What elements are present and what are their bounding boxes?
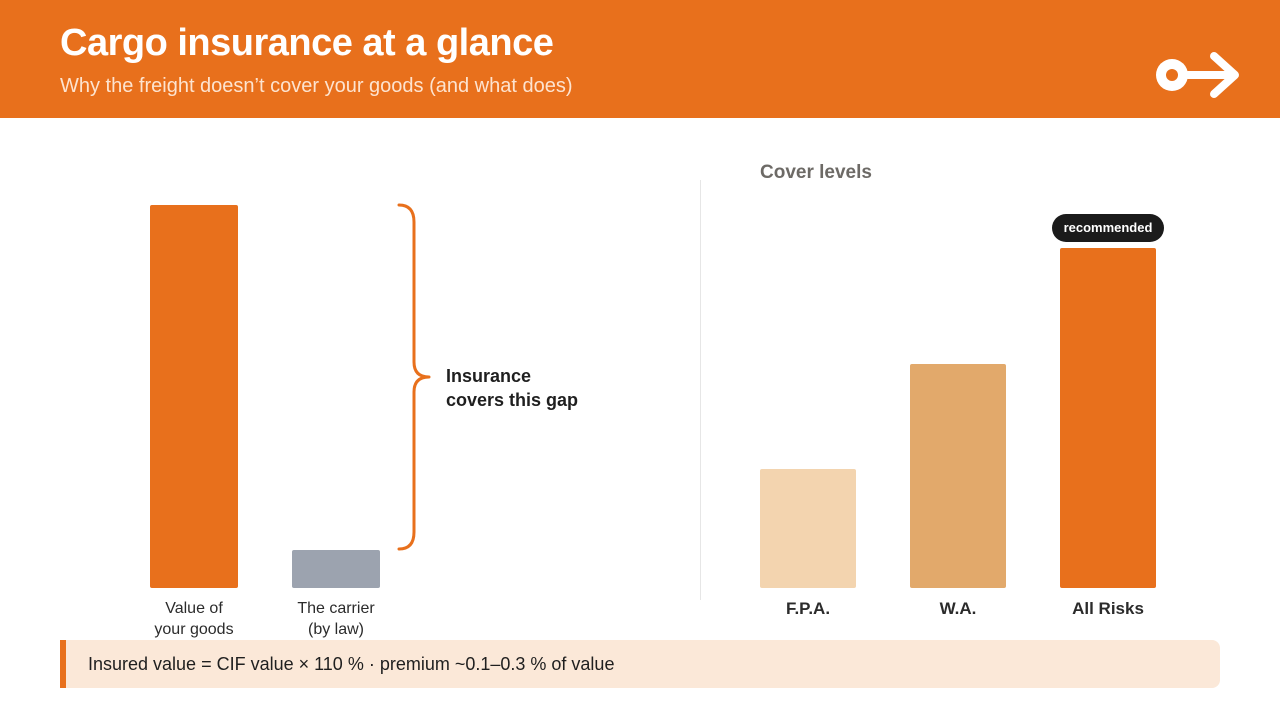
x-label-carrier: The carrier (by law)	[297, 600, 375, 638]
bar-wa	[910, 364, 1006, 588]
cover-levels-title: Cover levels	[760, 162, 872, 183]
bar-carrier-liability	[292, 550, 380, 588]
bar-goods-value	[150, 205, 238, 588]
x-label-wa: W.A.	[939, 599, 977, 618]
page-subtitle: Why the freight doesn’t cover your goods…	[60, 75, 573, 97]
recommended-badge: recommended	[1052, 214, 1164, 242]
bar-all-risks	[1060, 248, 1156, 588]
x-label-fpa: F.P.A.	[785, 599, 831, 618]
x-label-goods: Value of your goods	[154, 600, 234, 638]
formula-callout: Insured value = CIF value × 110 % · prem…	[60, 640, 1220, 688]
bar-fpa	[760, 469, 856, 588]
x-label-all-risks: All Risks	[1072, 599, 1144, 618]
header-banner: Cargo insurance at a glance Why the frei…	[0, 0, 1280, 118]
gap-annotation: Insurance covers this gap	[446, 366, 579, 410]
insured-value-formula: Insured value = CIF value × 110 % · prem…	[88, 654, 615, 674]
callout-accent	[60, 640, 66, 688]
page-title: Cargo insurance at a glance	[60, 22, 554, 64]
section-divider	[700, 180, 701, 600]
key-arrow-icon	[1156, 52, 1239, 98]
gap-brace	[397, 203, 431, 551]
